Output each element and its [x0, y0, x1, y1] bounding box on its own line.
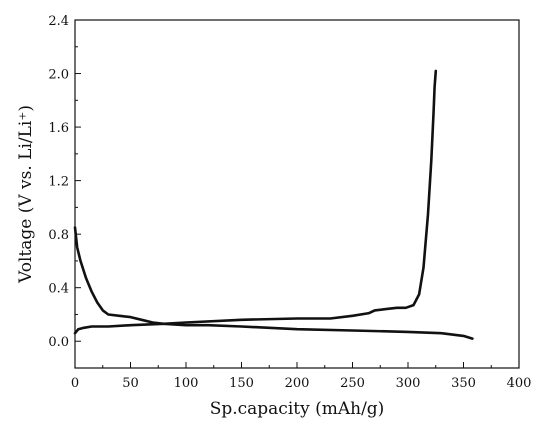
y-tick-label: 0.4 [48, 282, 69, 297]
x-tick-label: 0 [71, 376, 79, 391]
ticks-layer: 0 50 100 150 200 250 300 350 400 0.0 0.4 0.8 1.2 1.6 2… [48, 14, 531, 391]
plot-frame [74, 19, 520, 369]
y-tick-label: 1.2 [48, 175, 69, 190]
x-tick-label: 200 [285, 376, 310, 391]
y-tick-label: 2.0 [48, 68, 69, 83]
x-tick-label: 300 [396, 376, 421, 391]
y-tick-label: 2.4 [48, 14, 69, 29]
series-layer [73, 69, 474, 340]
x-tick-label: 50 [122, 376, 139, 391]
y-tick-label: 0.8 [48, 228, 69, 243]
x-axis-title: Sp.capacity (mAh/g) [210, 399, 385, 419]
series-line-1 [73, 226, 474, 340]
x-tick-label: 350 [451, 376, 476, 391]
x-tick-label: 150 [229, 376, 254, 391]
y-tick-label: 0.0 [48, 335, 69, 350]
y-axis-title: Voltage (V vs. Li/Li⁺) [16, 105, 36, 284]
y-tick-label: 1.6 [48, 121, 69, 136]
series-line-2 [73, 69, 438, 335]
x-tick-label: 400 [507, 376, 532, 391]
x-tick-label: 250 [340, 376, 365, 391]
x-tick-label: 100 [174, 376, 199, 391]
